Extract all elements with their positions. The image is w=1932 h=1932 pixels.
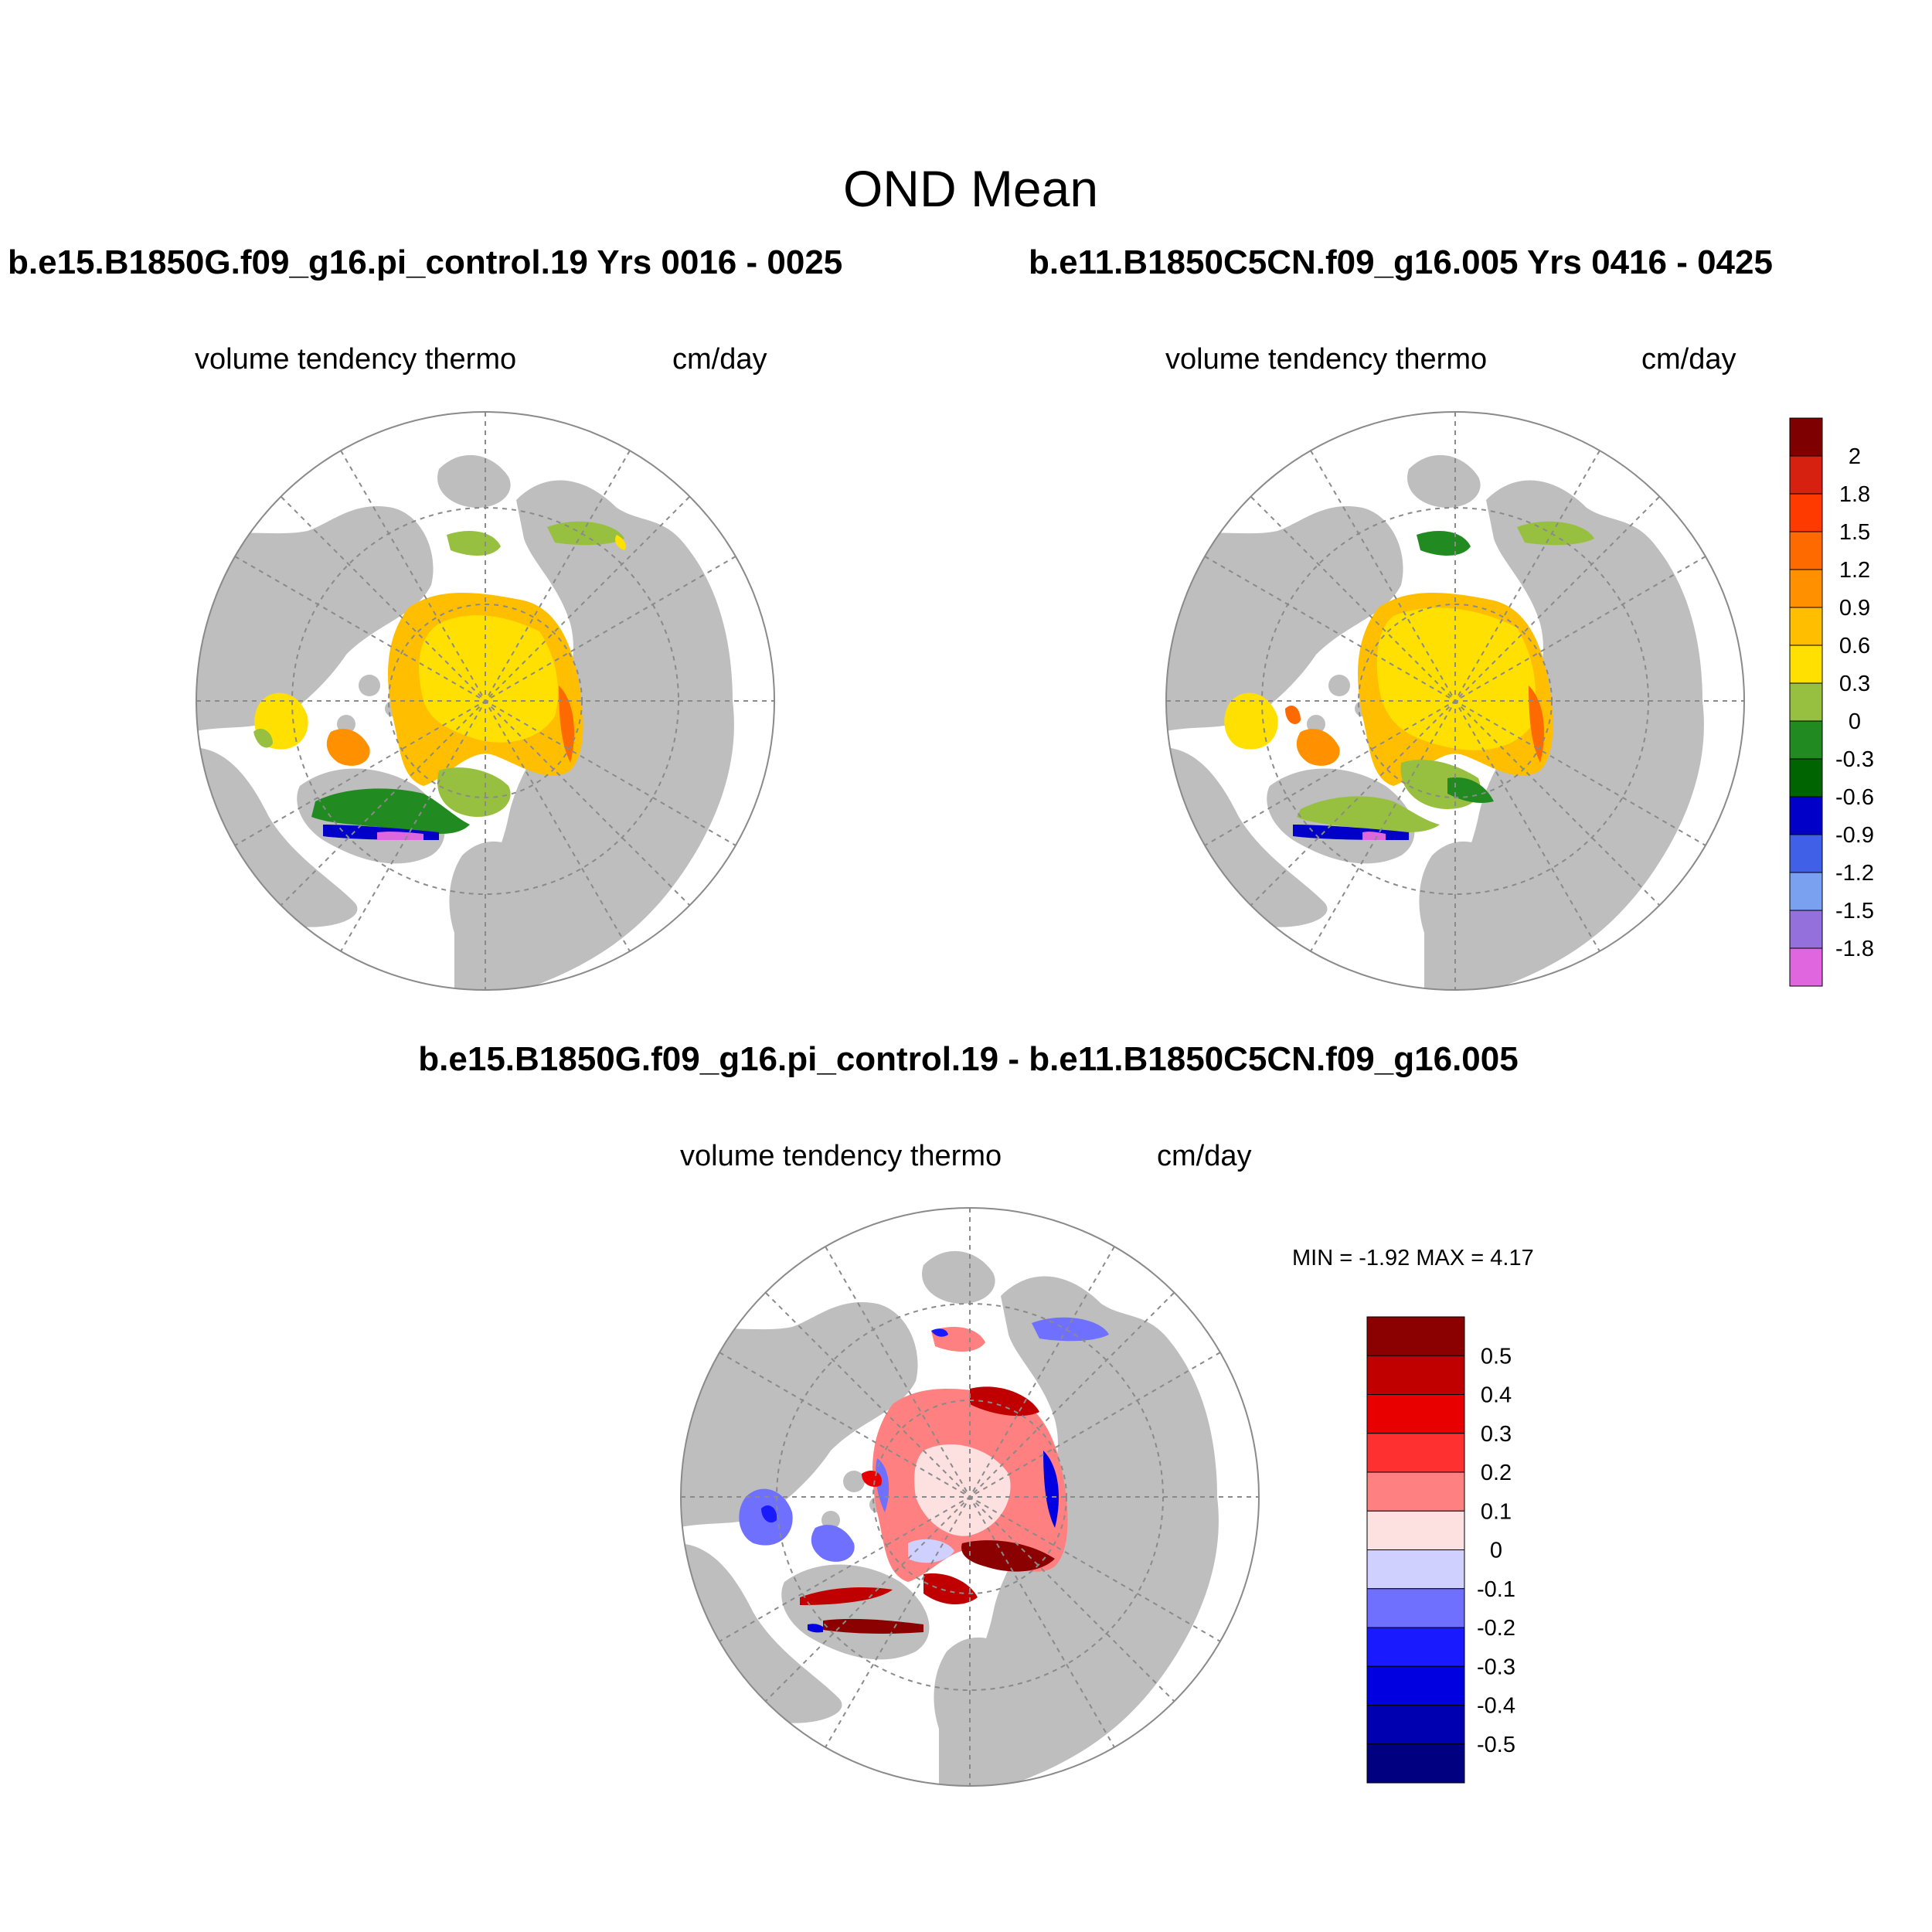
colorbar-difference-tick-label: -0.3 bbox=[1477, 1655, 1515, 1679]
panel2-rim bbox=[1165, 411, 1745, 991]
panel1-map bbox=[196, 411, 775, 991]
panel2-variable-label: volume tendency thermo bbox=[1165, 343, 1488, 376]
colorbar-absolute-swatch bbox=[1789, 872, 1823, 911]
panel1-rim bbox=[196, 411, 775, 991]
colorbar-difference-swatch bbox=[1366, 1549, 1465, 1590]
panel2-case-title: b.e11.B1850C5CN.f09_g16.005 Yrs 0416 - 0… bbox=[1029, 243, 1773, 281]
colorbar-absolute: 2 1.8 1.5 1.2 0.9 0.6 0.3 0 -0.3 -0.6 -0.9 -1.2 -1.5… bbox=[1789, 417, 1874, 987]
colorbar-difference-swatch bbox=[1366, 1355, 1465, 1395]
panel1-graticule bbox=[196, 412, 774, 990]
colorbar-absolute-swatch bbox=[1789, 645, 1823, 684]
colorbar-difference-tick-label: 0 bbox=[1490, 1539, 1502, 1563]
colorbar-difference-tick-label: 0.3 bbox=[1481, 1422, 1512, 1447]
colorbar-difference-swatch bbox=[1366, 1588, 1465, 1628]
colorbar-absolute-tick-label: 0 bbox=[1849, 709, 1861, 734]
colorbar-absolute-swatch bbox=[1789, 569, 1823, 608]
colorbar-absolute-tick-label: 0.9 bbox=[1839, 596, 1870, 621]
colorbar-absolute-swatch bbox=[1789, 607, 1823, 646]
colorbar-difference-swatch bbox=[1366, 1705, 1465, 1745]
colorbar-difference-swatch bbox=[1366, 1433, 1465, 1473]
panel2-units-label: cm/day bbox=[1641, 343, 1736, 376]
panel3-variable-label: volume tendency thermo bbox=[680, 1140, 1002, 1172]
colorbar-absolute-tick-label: -0.9 bbox=[1835, 823, 1874, 848]
colorbar-absolute-tick-label: 1.2 bbox=[1839, 558, 1870, 583]
panel1-variable-label: volume tendency thermo bbox=[195, 343, 517, 376]
colorbar-difference: 0.5 0.4 0.3 0.2 0.1 0 -0.1 -0.2 -0.3 -0.4 -0.5 bbox=[1366, 1316, 1515, 1784]
panel1-case-title: b.e15.B1850G.f09_g16.pi_control.19 Yrs 0… bbox=[8, 243, 843, 281]
colorbar-difference-swatch bbox=[1366, 1665, 1465, 1706]
colorbar-absolute-tick-label: -1.2 bbox=[1835, 861, 1874, 886]
colorbar-absolute-swatch bbox=[1789, 531, 1823, 570]
colorbar-absolute-swatch bbox=[1789, 455, 1823, 495]
colorbar-absolute-tick-label: 1.8 bbox=[1839, 482, 1870, 507]
colorbar-absolute-swatch bbox=[1789, 796, 1823, 835]
colorbar-absolute-tick-label: -0.6 bbox=[1835, 785, 1874, 810]
colorbar-absolute-swatch bbox=[1789, 720, 1823, 760]
colorbar-absolute-swatch bbox=[1789, 417, 1823, 457]
colorbar-difference-tick-label: 0.4 bbox=[1481, 1383, 1512, 1408]
colorbar-absolute-swatch bbox=[1789, 834, 1823, 873]
colorbar-difference-tick-label: -0.2 bbox=[1477, 1616, 1515, 1641]
panel2-graticule bbox=[1166, 412, 1744, 990]
colorbar-difference-tick-label: -0.5 bbox=[1477, 1733, 1515, 1757]
colorbar-absolute-tick-label: 0.6 bbox=[1839, 634, 1870, 658]
colorbar-absolute-swatch bbox=[1789, 493, 1823, 532]
colorbar-difference-tick-label: 0.2 bbox=[1481, 1461, 1512, 1485]
colorbar-difference-swatch bbox=[1366, 1627, 1465, 1667]
colorbar-absolute-tick-label: 2 bbox=[1849, 444, 1861, 469]
colorbar-difference-tick-label: -0.1 bbox=[1477, 1577, 1515, 1602]
colorbar-absolute-swatch bbox=[1789, 947, 1823, 987]
colorbar-absolute-swatch bbox=[1789, 910, 1823, 949]
colorbar-absolute-tick-label: -0.3 bbox=[1835, 747, 1874, 772]
panel3-graticule bbox=[681, 1208, 1259, 1786]
panel3-map bbox=[680, 1207, 1260, 1787]
colorbar-difference-swatch bbox=[1366, 1394, 1465, 1434]
colorbar-absolute-tick-label: 0.3 bbox=[1839, 672, 1870, 696]
panel3-units-label: cm/day bbox=[1157, 1140, 1252, 1172]
page-title: OND Mean bbox=[842, 160, 1099, 217]
colorbar-absolute-tick-label: -1.8 bbox=[1835, 937, 1874, 961]
colorbar-absolute-tick-label: 1.5 bbox=[1839, 520, 1870, 545]
colorbar-absolute-tick-label: -1.5 bbox=[1835, 899, 1874, 923]
panel2-map bbox=[1165, 411, 1745, 991]
panel3-rim bbox=[680, 1207, 1260, 1787]
panel1-units-label: cm/day bbox=[672, 343, 767, 376]
colorbar-difference-swatch bbox=[1366, 1510, 1465, 1550]
colorbar-difference-swatch bbox=[1366, 1743, 1465, 1784]
colorbar-difference-swatch bbox=[1366, 1316, 1465, 1356]
diff-title: b.e15.B1850G.f09_g16.pi_control.19 - b.e… bbox=[418, 1040, 1519, 1078]
colorbar-difference-tick-label: -0.4 bbox=[1477, 1694, 1515, 1719]
colorbar-difference-tick-label: 0.5 bbox=[1481, 1344, 1512, 1369]
colorbar-difference-swatch bbox=[1366, 1471, 1465, 1512]
min-max-readout: MIN = -1.92 MAX = 4.17 bbox=[1292, 1246, 1534, 1270]
colorbar-absolute-swatch bbox=[1789, 682, 1823, 722]
colorbar-absolute-swatch bbox=[1789, 758, 1823, 798]
colorbar-difference-tick-label: 0.1 bbox=[1481, 1499, 1512, 1524]
